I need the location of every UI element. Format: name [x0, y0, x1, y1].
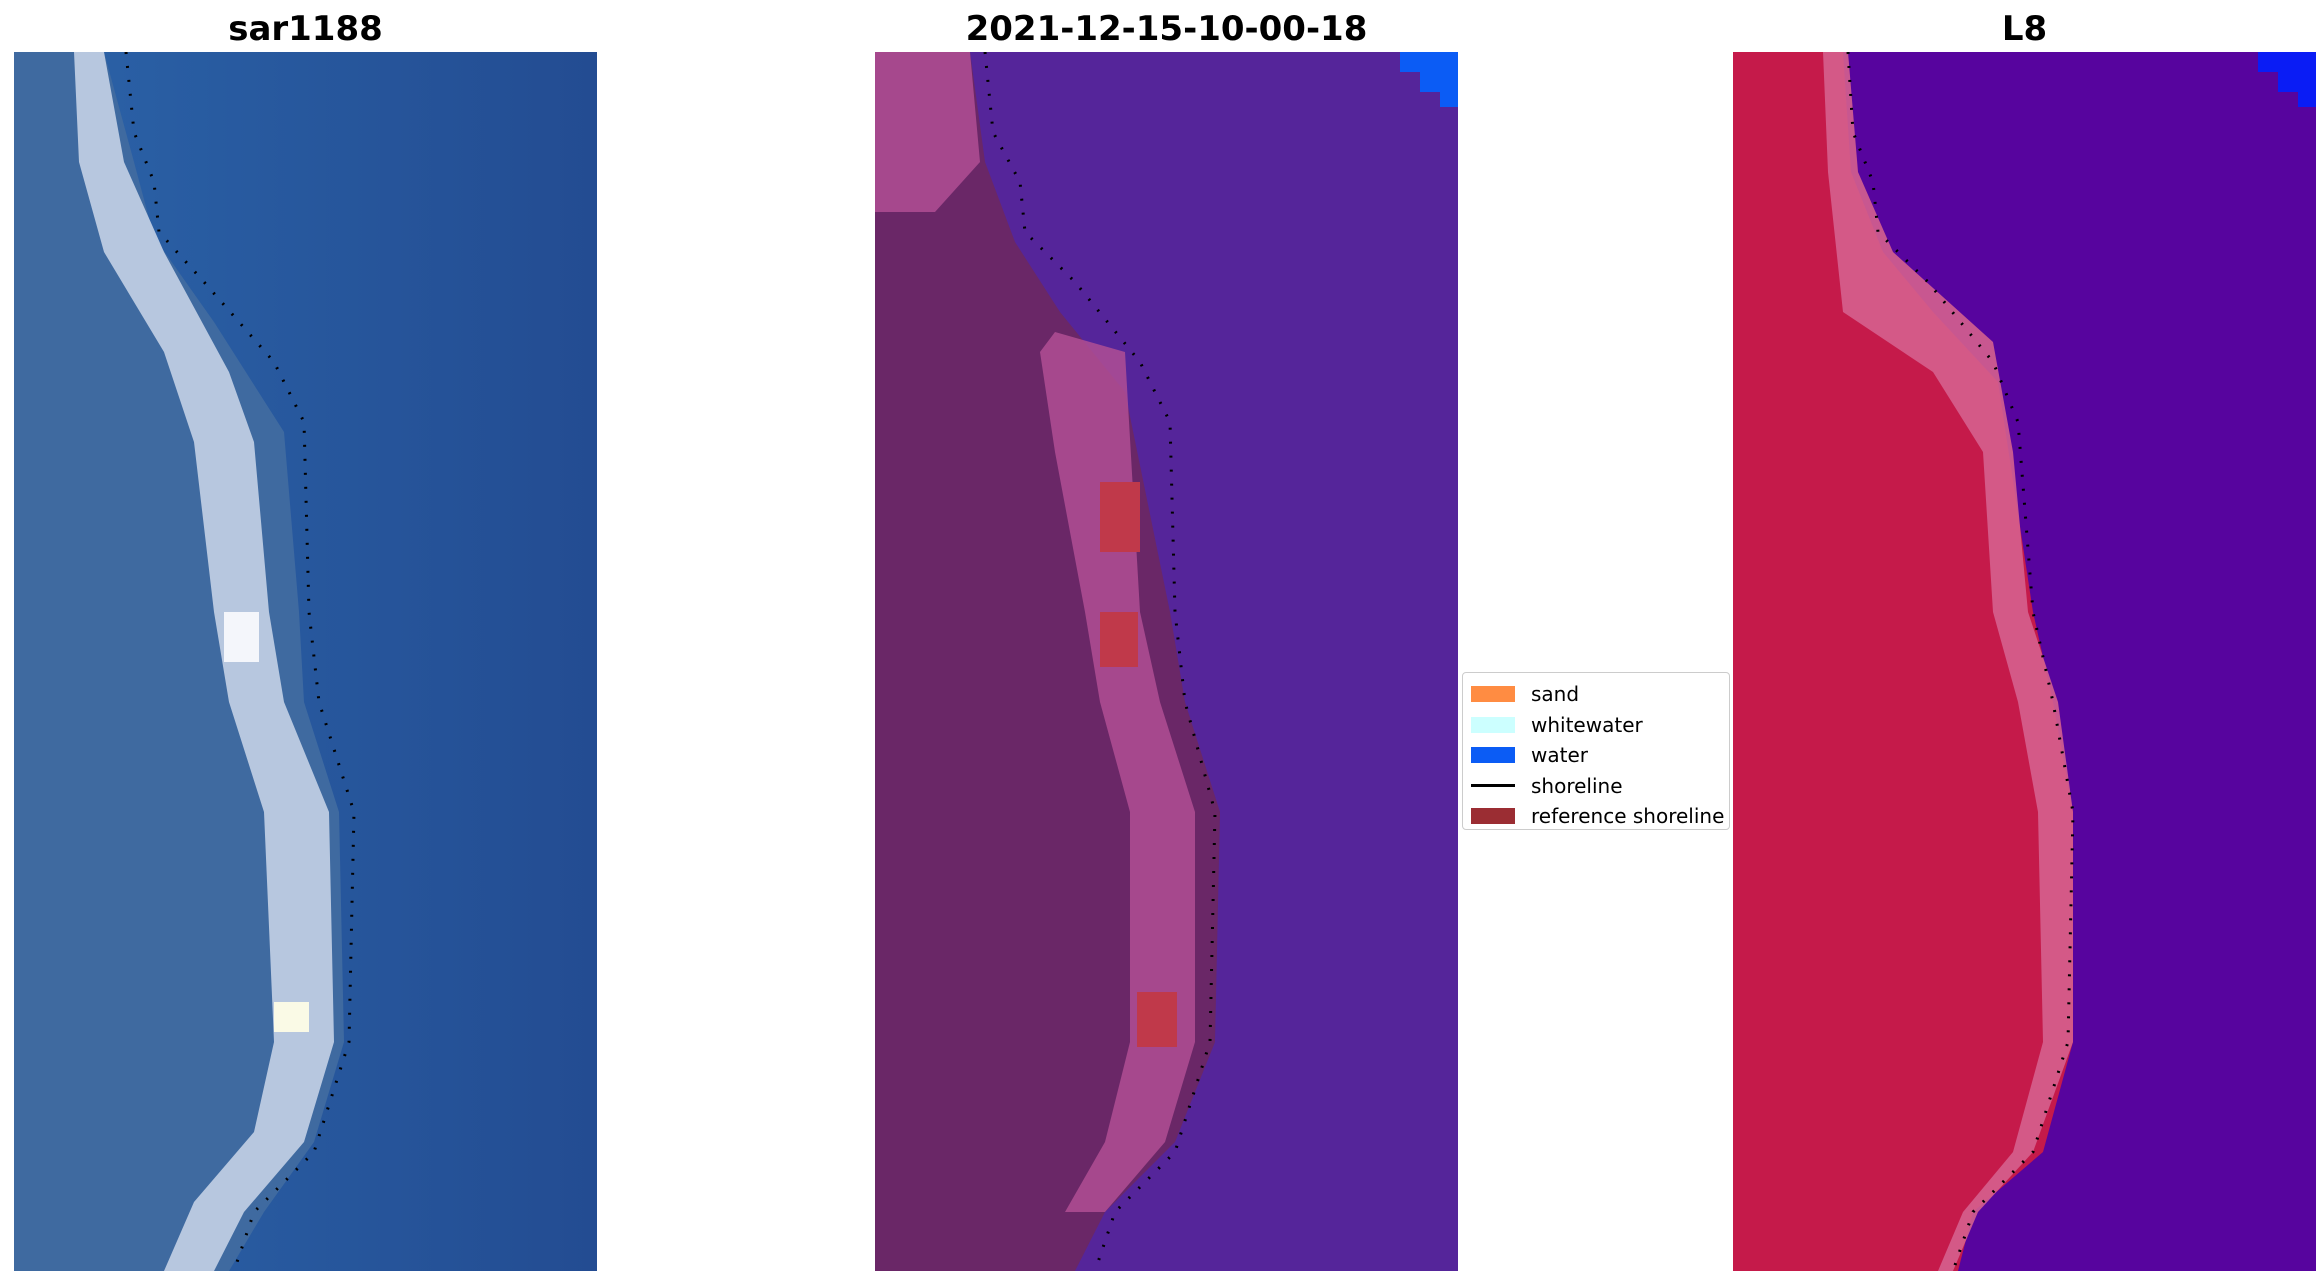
ocean-corner — [1400, 52, 1458, 107]
land-area — [14, 52, 344, 1271]
legend-label: whitewater — [1531, 712, 1643, 737]
shoreline — [983, 52, 1217, 1271]
bright-pixel — [274, 1002, 309, 1032]
shoreline — [1846, 52, 2075, 1271]
panel-title-1: sar1188 — [228, 9, 383, 49]
ocean-corner — [2258, 52, 2316, 107]
water-swatch — [1471, 747, 1515, 764]
legend-item-shoreline: shoreline — [1471, 771, 1729, 802]
legend-item-sand: sand — [1471, 679, 1729, 710]
false-color-ndwi-image — [1733, 52, 2316, 1271]
highlight-region — [1137, 992, 1177, 1047]
legend-label: shoreline — [1531, 773, 1623, 798]
shoreline-swatch — [1471, 784, 1515, 788]
land-area — [1733, 52, 2073, 1271]
rgb-satellite-image — [14, 52, 597, 1271]
classified-false-color-image — [875, 52, 1458, 1271]
beach-strip — [1823, 52, 2073, 1271]
legend-item-whitewater: whitewater — [1471, 710, 1729, 741]
legend-item-water: water — [1471, 740, 1729, 771]
panel-title-2: 2021-12-15-10-00-18 — [965, 9, 1368, 49]
panel-title-3: L8 — [2001, 9, 2048, 49]
legend-label: water — [1531, 743, 1588, 768]
legend: sand whitewater water shoreline referenc… — [1462, 672, 1730, 830]
beach-strip — [74, 52, 334, 1271]
highlight-region — [1100, 482, 1140, 552]
sand-swatch — [1471, 686, 1515, 703]
legend-item-reference-shoreline: reference shoreline — [1471, 801, 1729, 832]
legend-label: reference shoreline — [1531, 804, 1725, 829]
reference-shoreline-swatch — [1471, 808, 1515, 825]
legend-label: sand — [1531, 682, 1580, 707]
whitewater-swatch — [1471, 716, 1515, 733]
highlight-region — [1100, 612, 1138, 667]
bright-pixel — [224, 612, 259, 662]
